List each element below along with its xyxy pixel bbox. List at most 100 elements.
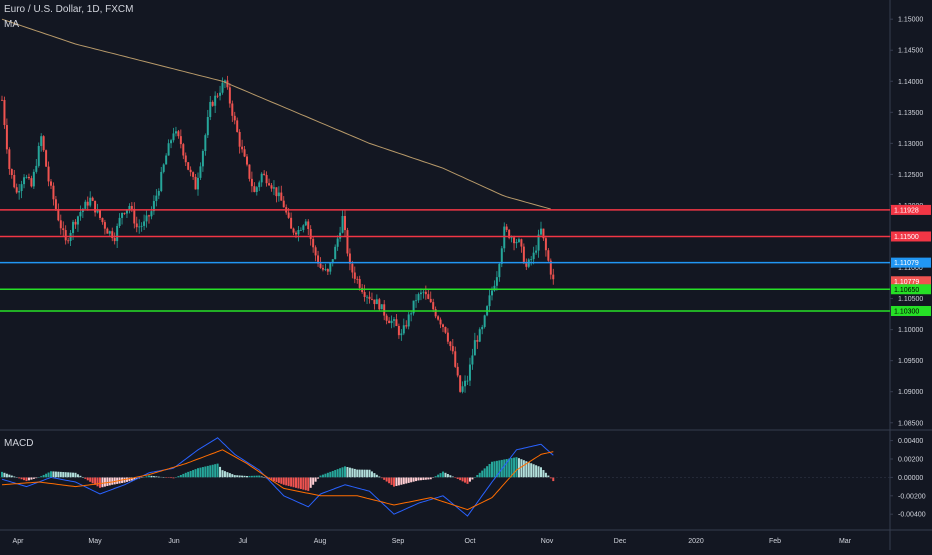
- macd-histogram-bar: [20, 477, 23, 480]
- candle-body: [270, 185, 273, 189]
- candle-body: [356, 278, 359, 280]
- candle-body: [471, 355, 474, 365]
- macd-histogram-bar: [1, 471, 3, 478]
- macd-histogram-bar: [366, 469, 369, 478]
- macd-histogram-bar: [172, 477, 175, 479]
- candle-body: [422, 291, 425, 293]
- macd-histogram-bar: [434, 476, 437, 478]
- price-tick-label: 1.13000: [898, 141, 923, 148]
- candle-body: [478, 329, 481, 342]
- macd-histogram-bar: [79, 475, 82, 478]
- candle-body: [194, 176, 197, 190]
- candle-body: [231, 103, 234, 116]
- candle-body: [76, 216, 79, 225]
- candle-body: [407, 314, 410, 327]
- macd-histogram-bar: [187, 471, 190, 478]
- macd-histogram-bar: [513, 457, 516, 478]
- candle-body: [434, 309, 437, 317]
- candle-body: [265, 174, 268, 184]
- macd-histogram-bar: [415, 477, 418, 482]
- candle-body: [346, 230, 349, 254]
- macd-histogram-bar: [326, 472, 329, 478]
- macd-histogram-bar: [194, 469, 197, 478]
- macd-histogram-bar: [18, 477, 21, 479]
- macd-histogram-bar: [96, 477, 99, 487]
- macd-histogram-bar: [162, 477, 165, 478]
- macd-histogram-bar: [464, 477, 467, 483]
- macd-histogram-bar: [537, 466, 540, 478]
- macd-histogram-bar: [402, 477, 405, 485]
- macd-histogram-bar: [321, 474, 324, 478]
- candle-body: [451, 346, 454, 352]
- candle-body: [116, 225, 119, 242]
- candle-body: [299, 229, 302, 231]
- candle-body: [515, 241, 518, 244]
- macd-histogram-bar: [397, 477, 400, 486]
- macd-histogram-bar: [111, 477, 114, 485]
- candle-body: [91, 197, 94, 201]
- macd-histogram-bar: [69, 472, 72, 478]
- macd-histogram-bar: [473, 477, 476, 478]
- candle-body: [498, 263, 501, 278]
- candle-body: [375, 299, 378, 305]
- signal-line: [1, 449, 554, 511]
- indicator-label-macd: MACD: [4, 438, 34, 449]
- macd-histogram-bar: [468, 477, 471, 482]
- candle-body: [64, 230, 67, 241]
- candle-body: [79, 212, 82, 217]
- macd-histogram-bar: [113, 477, 116, 485]
- candle-body: [15, 187, 18, 193]
- candle-body: [238, 131, 241, 147]
- macd-histogram-bar: [486, 466, 489, 478]
- price-tick-label: 1.11000: [898, 265, 923, 272]
- macd-histogram-bar: [295, 477, 297, 488]
- candle-body: [32, 171, 35, 187]
- macd-histogram-bar: [150, 475, 153, 478]
- x-tick-label: Dec: [614, 538, 627, 545]
- price-tick-label: 1.09500: [898, 358, 923, 365]
- price-label-bg: [891, 257, 931, 268]
- macd-histogram-bar: [400, 477, 403, 485]
- macd-histogram-bar: [221, 470, 224, 478]
- macd-histogram-bar: [238, 475, 241, 478]
- macd-histogram-bar: [76, 474, 79, 478]
- macd-histogram-bar: [412, 477, 415, 482]
- candle-body: [42, 136, 45, 151]
- candle-body: [123, 212, 126, 214]
- macd-histogram-bar: [549, 477, 552, 479]
- candle-body: [383, 304, 386, 316]
- candle-body: [74, 221, 77, 225]
- x-tick-label: 2020: [688, 538, 704, 545]
- macd-histogram-bar: [243, 475, 246, 478]
- macd-line: [1, 437, 554, 517]
- macd-histogram-bar: [228, 473, 231, 478]
- macd-histogram-bar: [47, 472, 50, 478]
- candle-body: [103, 222, 106, 229]
- macd-histogram-bar: [287, 477, 290, 486]
- macd-histogram-bar: [356, 469, 359, 478]
- candle-body: [292, 228, 295, 233]
- candle-body: [59, 220, 62, 229]
- macd-histogram-bar: [410, 477, 413, 483]
- macd-histogram-bar: [358, 469, 361, 478]
- candle-body: [483, 315, 486, 327]
- macd-histogram-bar: [341, 467, 344, 478]
- candle-body: [50, 181, 52, 186]
- macd-tick-label: 0.00000: [898, 475, 923, 482]
- candle-body: [429, 298, 432, 303]
- macd-histogram-bar: [133, 477, 136, 480]
- macd-tick-label: -0.00400: [898, 512, 926, 519]
- macd-histogram-bar: [189, 470, 192, 478]
- candle-body: [1, 99, 3, 101]
- macd-histogram-bar: [177, 476, 180, 478]
- macd-histogram-bar: [471, 477, 474, 480]
- macd-histogram-bar: [270, 477, 273, 481]
- candle-body: [25, 176, 28, 178]
- candle-body: [385, 315, 388, 321]
- candle-body: [331, 259, 334, 264]
- candle-body: [192, 172, 195, 177]
- macd-histogram-bar: [214, 464, 217, 478]
- candle-body: [246, 156, 248, 165]
